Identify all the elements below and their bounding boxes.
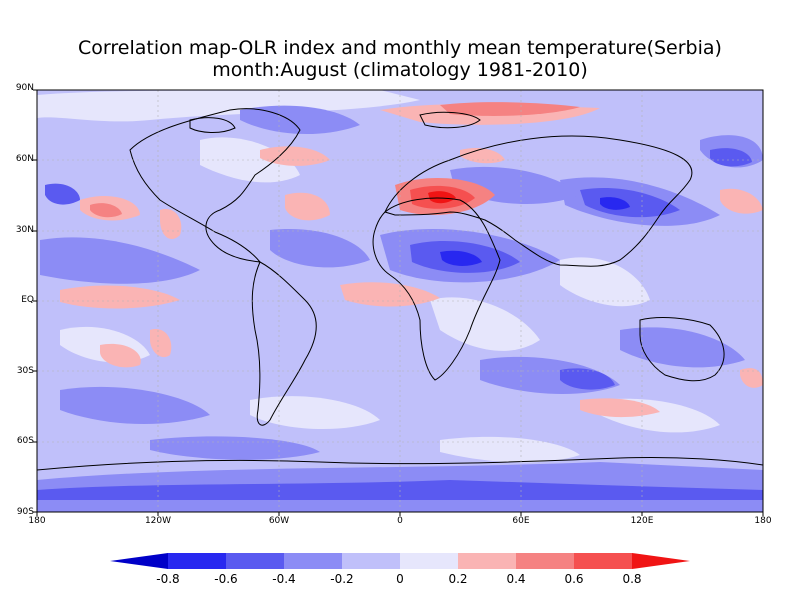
colorbar-arrow-left bbox=[110, 553, 168, 569]
lon-label-0: 0 bbox=[397, 516, 403, 526]
colorbar-label-04: 0.4 bbox=[506, 572, 526, 586]
lon-label-180e: 180 bbox=[754, 516, 772, 526]
field-negative-06 bbox=[440, 197, 630, 266]
coastlines bbox=[37, 108, 763, 471]
axis-ticks bbox=[33, 89, 764, 516]
lat-label-30s: 30S bbox=[16, 366, 34, 376]
colorbar-label-neg06: -0.6 bbox=[214, 572, 238, 586]
lat-label-60s: 60S bbox=[16, 436, 34, 446]
lat-label-90n: 90N bbox=[15, 83, 34, 93]
field-positive-08 bbox=[428, 191, 456, 204]
lon-label-120e: 120E bbox=[630, 516, 654, 526]
colorbar-arrow-right bbox=[632, 553, 690, 569]
colorbar-bin-8 bbox=[574, 553, 632, 569]
map-title-line2: month:August (climatology 1981-2010) bbox=[212, 59, 588, 81]
colorbar-label-0: 0 bbox=[396, 572, 404, 586]
colorbar-label-neg02: -0.2 bbox=[330, 572, 354, 586]
colorbar-bin-7 bbox=[516, 553, 574, 569]
colorbar-label-06: 0.6 bbox=[564, 572, 584, 586]
colorbar-bin-1 bbox=[168, 553, 226, 569]
lat-label-60n: 60N bbox=[15, 154, 34, 164]
lon-label-180w: 180 bbox=[28, 516, 46, 526]
lon-label-60w: 60W bbox=[268, 516, 290, 526]
lon-label-60e: 60E bbox=[512, 516, 530, 526]
colorbar-bin-6 bbox=[458, 553, 516, 569]
colorbar-bin-5 bbox=[400, 553, 458, 569]
colorbar-label-02: 0.2 bbox=[448, 572, 468, 586]
lat-label-eq: EQ bbox=[21, 295, 34, 305]
map-title-line1: Correlation map-OLR index and monthly me… bbox=[78, 37, 722, 59]
colorbar-bin-3 bbox=[284, 553, 342, 569]
colorbar-bin-4 bbox=[342, 553, 400, 569]
colorbar-bin-2 bbox=[226, 553, 284, 569]
grid-lines bbox=[37, 90, 763, 512]
colorbar-label-neg04: -0.4 bbox=[272, 572, 296, 586]
lat-label-30n: 30N bbox=[15, 225, 34, 235]
lon-label-120w: 120W bbox=[144, 516, 172, 526]
field-near-zero-patches bbox=[37, 90, 720, 463]
colorbar-label-neg08: -0.8 bbox=[156, 572, 180, 586]
colorbar-label-08: 0.8 bbox=[622, 572, 642, 586]
colorbar bbox=[110, 553, 690, 569]
lat-label-90s: 90S bbox=[16, 507, 34, 517]
